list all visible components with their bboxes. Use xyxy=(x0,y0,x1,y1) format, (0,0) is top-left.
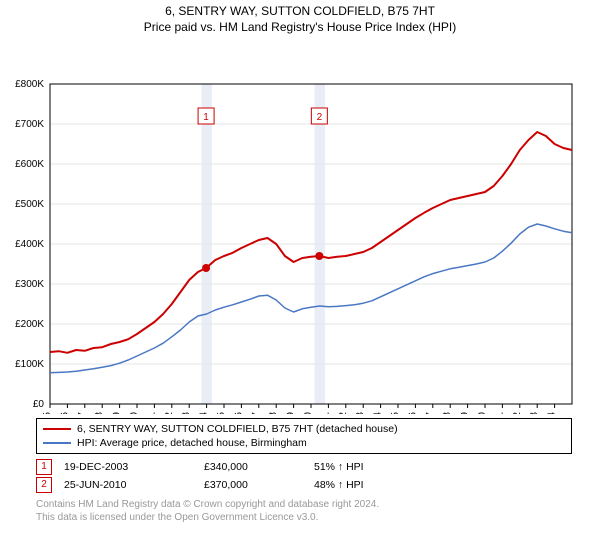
sale-row: 2 25-JUN-2010 £370,000 48% ↑ HPI xyxy=(36,476,572,494)
svg-text:2007: 2007 xyxy=(251,412,262,414)
svg-text:1998: 1998 xyxy=(94,412,105,414)
chart-subtitle: Price paid vs. HM Land Registry's House … xyxy=(0,20,600,34)
sale-price: £340,000 xyxy=(204,461,314,473)
svg-text:2000: 2000 xyxy=(129,412,140,414)
svg-text:2022: 2022 xyxy=(512,412,523,414)
svg-text:£100K: £100K xyxy=(15,359,44,370)
svg-text:£600K: £600K xyxy=(15,159,44,170)
sale-marker-icon: 1 xyxy=(36,459,52,475)
svg-text:2012: 2012 xyxy=(338,412,349,414)
svg-text:1999: 1999 xyxy=(112,412,123,414)
sale-delta: 51% ↑ HPI xyxy=(314,461,572,473)
svg-text:2010: 2010 xyxy=(303,412,314,414)
price-chart: £0 £100K £200K £300K £400K £500K £600K £700K £80… xyxy=(0,34,600,414)
svg-text:2018: 2018 xyxy=(442,412,453,414)
svg-text:2003: 2003 xyxy=(181,412,192,414)
svg-text:2024: 2024 xyxy=(547,412,558,414)
svg-text:2023: 2023 xyxy=(529,412,540,414)
svg-text:2004: 2004 xyxy=(199,412,210,414)
legend-label: 6, SENTRY WAY, SUTTON COLDFIELD, B75 7HT… xyxy=(77,422,398,436)
svg-text:2015: 2015 xyxy=(390,412,401,414)
sale-price: £370,000 xyxy=(204,479,314,491)
sale-date: 25-JUN-2010 xyxy=(64,479,204,491)
svg-text:2005: 2005 xyxy=(216,412,227,414)
legend-swatch xyxy=(43,428,71,430)
legend-item: 6, SENTRY WAY, SUTTON COLDFIELD, B75 7HT… xyxy=(43,422,565,436)
svg-text:£300K: £300K xyxy=(15,279,44,290)
svg-text:2001: 2001 xyxy=(146,412,157,414)
footnote-line: This data is licensed under the Open Gov… xyxy=(36,511,572,524)
svg-text:£0: £0 xyxy=(33,399,45,410)
chart-title: 6, SENTRY WAY, SUTTON COLDFIELD, B75 7HT xyxy=(0,4,600,18)
svg-text:£200K: £200K xyxy=(15,319,44,330)
sale-delta: 48% ↑ HPI xyxy=(314,479,572,491)
sale-row: 1 19-DEC-2003 £340,000 51% ↑ HPI xyxy=(36,458,572,476)
sale-marker-icon: 2 xyxy=(36,477,52,493)
sale-date: 19-DEC-2003 xyxy=(64,461,204,473)
svg-text:2011: 2011 xyxy=(320,412,331,414)
legend-item: HPI: Average price, detached house, Birm… xyxy=(43,436,565,450)
legend: 6, SENTRY WAY, SUTTON COLDFIELD, B75 7HT… xyxy=(36,418,572,454)
svg-text:2019: 2019 xyxy=(460,412,471,414)
svg-text:2009: 2009 xyxy=(286,412,297,414)
svg-text:2013: 2013 xyxy=(355,412,366,414)
svg-text:£500K: £500K xyxy=(15,199,44,210)
svg-text:2020: 2020 xyxy=(477,412,488,414)
svg-text:£400K: £400K xyxy=(15,239,44,250)
chart-titles: 6, SENTRY WAY, SUTTON COLDFIELD, B75 7HT… xyxy=(0,0,600,34)
svg-text:1997: 1997 xyxy=(77,412,88,414)
svg-text:2006: 2006 xyxy=(233,412,244,414)
svg-text:2: 2 xyxy=(317,112,323,123)
legend-swatch xyxy=(43,442,71,444)
svg-text:£700K: £700K xyxy=(15,119,44,130)
svg-text:2014: 2014 xyxy=(373,412,384,414)
svg-text:2021: 2021 xyxy=(494,412,505,414)
footnote: Contains HM Land Registry data © Crown c… xyxy=(36,498,572,524)
svg-text:2017: 2017 xyxy=(425,412,436,414)
svg-text:1: 1 xyxy=(203,112,209,123)
legend-label: HPI: Average price, detached house, Birm… xyxy=(77,436,307,450)
svg-text:1995: 1995 xyxy=(42,412,53,414)
svg-text:1996: 1996 xyxy=(59,412,70,414)
svg-text:2002: 2002 xyxy=(164,412,175,414)
footnote-line: Contains HM Land Registry data © Crown c… xyxy=(36,498,572,511)
svg-text:2016: 2016 xyxy=(407,412,418,414)
svg-text:2008: 2008 xyxy=(268,412,279,414)
sales-table: 1 19-DEC-2003 £340,000 51% ↑ HPI 2 25-JU… xyxy=(36,458,572,494)
svg-text:£800K: £800K xyxy=(15,79,44,90)
